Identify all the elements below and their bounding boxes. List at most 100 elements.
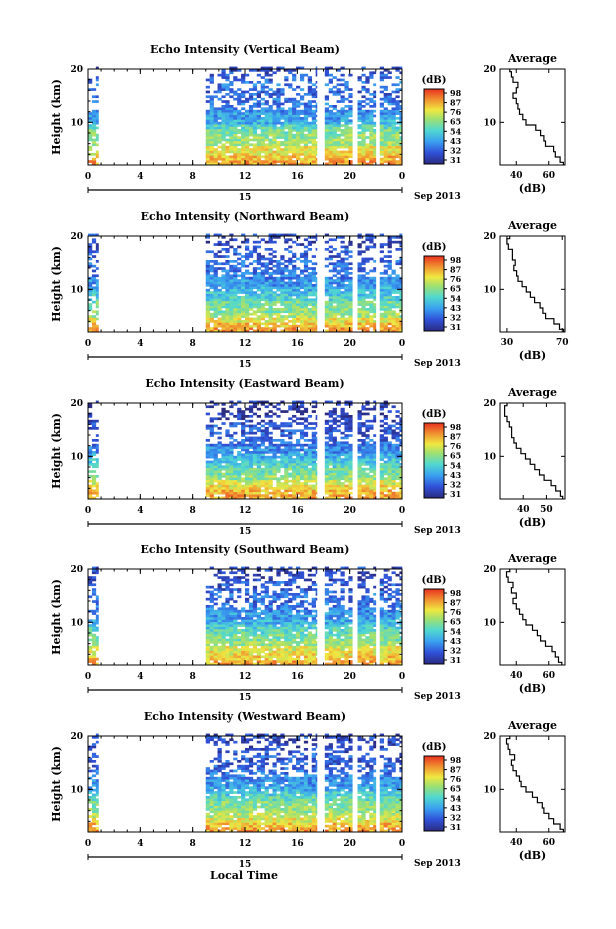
- heatmap-cell: [288, 109, 293, 113]
- heatmap-cell: [91, 324, 97, 328]
- heatmap-cell: [268, 114, 273, 118]
- heatmap-cell: [221, 609, 226, 613]
- heatmap-cell: [268, 73, 273, 77]
- heatmap-cell: [340, 157, 345, 161]
- heatmap-cell: [332, 148, 337, 151]
- heatmap-cell: [213, 621, 218, 625]
- heatmap-cell: [233, 138, 238, 142]
- heatmap-cell: [299, 494, 305, 497]
- heatmap-cell: [292, 272, 297, 275]
- heatmap-cell: [391, 114, 396, 118]
- heatmap-cell: [395, 150, 400, 154]
- heatmap-cell: [324, 157, 330, 161]
- heatmap-cell: [256, 496, 262, 500]
- heatmap-cell: [229, 117, 234, 120]
- heatmap-cell: [373, 141, 377, 144]
- heatmap-cell: [256, 308, 262, 311]
- heatmap-cell: [276, 102, 281, 106]
- heatmap-cell: [307, 286, 313, 290]
- heatmap-cell: [95, 312, 99, 316]
- heatmap-cell: [387, 315, 392, 318]
- heatmap-cell: [311, 463, 316, 466]
- heatmap-cell: [284, 281, 289, 285]
- heatmap-cell: [344, 155, 349, 159]
- heatmap-cell: [217, 281, 222, 285]
- heatmap-cell: [307, 267, 313, 270]
- heatmap-cell: [95, 155, 99, 159]
- heatmap-cell: [280, 269, 285, 273]
- heatmap-cell: [272, 93, 277, 96]
- heatmap-cell: [209, 641, 214, 644]
- heatmap-cell: [229, 276, 234, 280]
- heatmap-cell: [205, 463, 210, 466]
- heatmap-cell: [264, 162, 269, 166]
- heatmap-cell: [272, 102, 277, 106]
- heatmap-cell: [205, 317, 210, 321]
- heatmap-cell: [229, 494, 234, 497]
- heatmap-cell: [311, 88, 316, 91]
- heatmap-cell: [237, 415, 242, 418]
- heatmap-cell: [383, 467, 388, 471]
- heatmap-cell: [344, 303, 349, 306]
- heatmap-cell: [252, 463, 258, 466]
- heatmap-cell: [264, 482, 269, 485]
- heatmap-cell: [348, 100, 353, 103]
- heatmap-cell: [217, 609, 222, 613]
- heatmap-cell: [332, 494, 337, 497]
- heatmap-cell: [229, 291, 234, 294]
- heatmap-cell: [229, 405, 234, 409]
- heatmap-cell: [229, 312, 234, 316]
- heatmap-cell: [307, 138, 313, 142]
- heatmap-cell: [361, 85, 366, 89]
- heatmap-cell: [315, 424, 318, 428]
- heatmap-cell: [233, 463, 238, 466]
- heatmap-cell: [217, 451, 222, 454]
- heatmap-cell: [348, 138, 353, 142]
- heatmap-cell: [268, 238, 273, 242]
- heatmap-cell: [324, 248, 330, 251]
- heatmap-cell: [344, 83, 349, 87]
- heatmap-cell: [225, 470, 230, 473]
- heatmap-cell: [296, 308, 301, 311]
- heatmap-cell: [233, 296, 238, 299]
- heatmap-cell: [276, 69, 281, 72]
- heatmap-cell: [373, 470, 377, 473]
- heatmap-cell: [225, 102, 230, 106]
- heatmap-cell: [233, 150, 238, 154]
- heatmap-cell: [91, 114, 97, 118]
- heatmap-cell: [373, 415, 377, 418]
- heatmap-cell: [280, 322, 285, 326]
- heatmap-cell: [324, 419, 330, 423]
- heatmap-cell: [217, 467, 222, 471]
- heatmap-cell: [256, 95, 262, 99]
- heatmap-cell: [315, 482, 318, 485]
- heatmap-cell: [395, 288, 400, 292]
- heatmap-cell: [379, 131, 384, 135]
- heatmap-cell: [213, 477, 218, 481]
- heatmap-cell: [217, 431, 222, 435]
- heatmap-cell: [373, 124, 377, 127]
- heatmap-cell: [260, 238, 265, 242]
- heatmap-cell: [340, 308, 345, 311]
- heatmap-cell: [340, 119, 345, 123]
- heatmap-cell: [315, 303, 318, 306]
- heatmap-cell: [324, 489, 330, 493]
- heatmap-cell: [303, 472, 309, 476]
- heatmap-cell: [340, 279, 345, 282]
- heatmap-cell: [217, 460, 222, 464]
- heatmap-cell: [391, 484, 396, 488]
- heatmap-cell: [256, 429, 262, 433]
- heatmap-cell: [95, 494, 99, 497]
- heatmap-cell: [280, 293, 285, 297]
- heatmap-cell: [315, 291, 318, 294]
- heatmap-cell: [369, 305, 374, 309]
- heatmap-cell: [332, 133, 337, 137]
- heatmap-cell: [336, 317, 341, 321]
- heatmap-cell: [344, 126, 349, 130]
- heatmap-cell: [336, 465, 341, 469]
- heatmap-cell: [315, 487, 318, 490]
- heatmap-cell: [328, 491, 333, 495]
- heatmap-cell: [296, 417, 301, 421]
- heatmap-cell: [256, 257, 262, 261]
- heatmap-cell: [303, 105, 309, 108]
